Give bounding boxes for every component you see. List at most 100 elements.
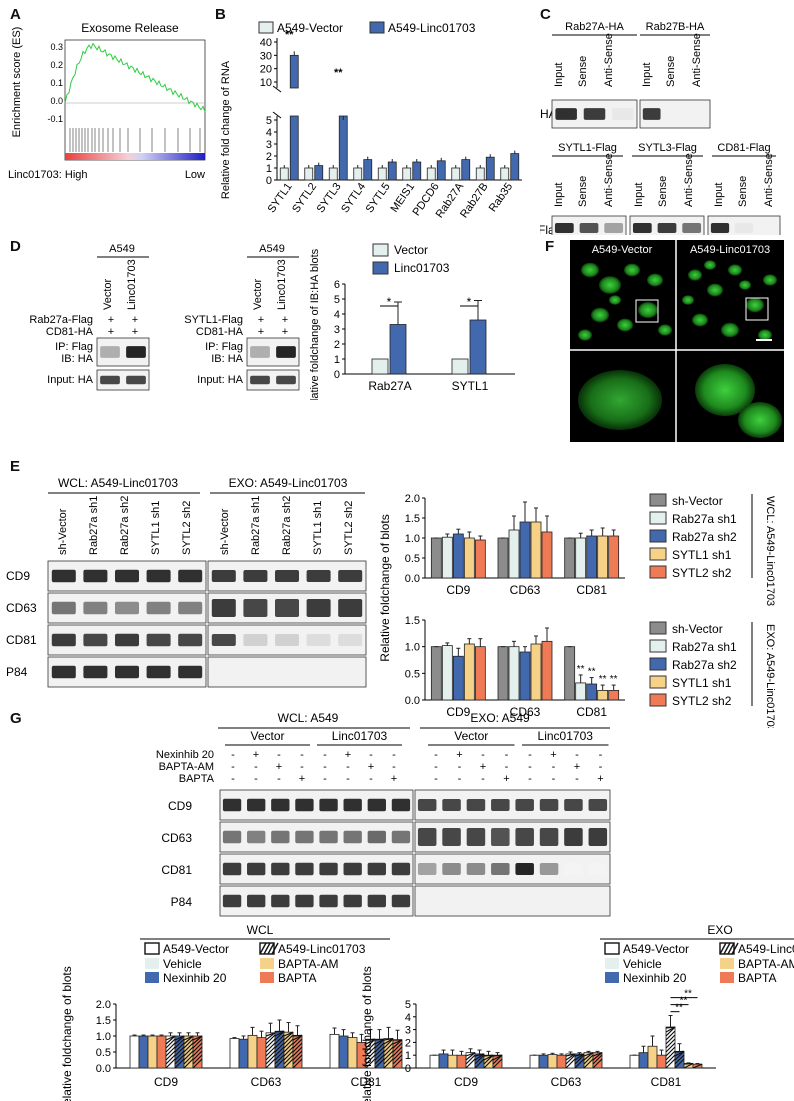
g-sign: - (528, 773, 532, 785)
g-bar (129, 1035, 140, 1069)
blot-band (642, 108, 661, 120)
e-legend-label: Rab27a sh1 (672, 512, 737, 526)
b-ytick: 1 (266, 163, 272, 175)
g-sign: - (369, 773, 373, 785)
g-sign: - (505, 761, 509, 773)
g-row-label: CD9 (168, 799, 192, 813)
g-legend-label: BAPTA (738, 971, 776, 985)
blot-band (682, 222, 702, 234)
blot-band (539, 799, 559, 811)
g-sign: + (456, 749, 462, 761)
g-bar (447, 1054, 458, 1069)
e-legend-swatch (649, 621, 667, 635)
blot-band (250, 375, 270, 385)
chart-bar (530, 521, 542, 579)
e-side-label: WCL: A549-Linc01703 (764, 496, 776, 606)
blot-band (178, 633, 203, 647)
e-legend-swatch (649, 639, 667, 653)
b-ytick: 5 (266, 115, 272, 127)
blot-band (539, 863, 559, 875)
blot-band (367, 862, 386, 876)
chart-bar (474, 539, 486, 579)
chart-bar (608, 535, 620, 579)
blot-band (211, 634, 236, 646)
e-row-label: P84 (6, 665, 28, 679)
g-bar (238, 1038, 249, 1069)
chart-bar (463, 537, 475, 579)
g-bar (556, 1054, 567, 1069)
panel-g-blots: WCL: A549 EXO: A549 Vector Linc01703 Vector L… (156, 711, 611, 917)
b-xtick: SYTL2 (290, 181, 319, 215)
g-row-label: P84 (171, 895, 193, 909)
panel-label-c: C (540, 6, 551, 23)
d-legend-swatch (372, 243, 389, 257)
c-lane-label: Sense (657, 176, 669, 207)
g-sign: - (458, 773, 462, 785)
chart-bar (564, 646, 576, 701)
panel-g-charts: WCL A549-Vector A549-Linc01703 Vehicle BAPTA… (60, 923, 794, 1101)
blot-band (338, 599, 363, 617)
blot-band (306, 570, 331, 582)
blot-band (274, 599, 300, 617)
gsea-title: Exosome Release (81, 21, 179, 35)
gsea-ytick: 0.2 (50, 60, 63, 70)
b-bar (377, 167, 387, 181)
blot-band (579, 222, 599, 234)
d-plus: + (282, 326, 288, 338)
e-legend-label: sh-Vector (672, 622, 723, 636)
blot-band (126, 346, 146, 358)
g-sign: + (503, 773, 509, 785)
blot-band (114, 569, 140, 583)
panel-label-b: B (215, 6, 226, 23)
e-lane-label: Rab27a sh2 (119, 496, 131, 555)
d-plus: + (108, 326, 114, 338)
panel-d-chart: Vector Linc01703 Relative foldchange of IB… (309, 243, 515, 400)
e-lane-label: sh-Vector (219, 508, 231, 555)
b-ytick: 3 (266, 139, 272, 151)
e-legend-swatch (649, 565, 667, 579)
e-legend-swatch (649, 529, 667, 543)
e-annotation: ** (588, 667, 596, 678)
e-row-label: CD9 (6, 569, 30, 583)
b-bar (338, 115, 348, 181)
g-ytick: 1.0 (96, 1031, 111, 1043)
d-plus: + (258, 326, 264, 338)
g-legend-label: Nexinhib 20 (163, 971, 227, 985)
c-lane-label: Anti-Sense (763, 153, 775, 207)
blot-band (306, 599, 331, 617)
g-sign: + (368, 761, 374, 773)
b-bar (451, 167, 461, 181)
g-ytick: 0 (405, 1063, 411, 1075)
e-legend-swatch (649, 547, 667, 561)
blot-band (343, 798, 362, 812)
blot-band (100, 346, 120, 358)
g-chart-title: EXO (707, 923, 732, 937)
blot-strip (414, 885, 611, 917)
g-sign: - (231, 773, 235, 785)
cell (704, 260, 716, 270)
cell-zoom (695, 364, 755, 416)
blot-band (367, 894, 386, 908)
blot-band (126, 375, 146, 385)
blot-band (391, 862, 411, 876)
blot-band (564, 799, 583, 811)
g-legend-swatch (260, 958, 274, 969)
g-row-label: CD63 (161, 831, 192, 845)
blot-band (51, 569, 76, 583)
blot-band (657, 222, 677, 234)
blot-strip (246, 369, 300, 391)
g-wcl-label: WCL: A549 (278, 711, 339, 725)
gsea-low-label: Low (185, 169, 205, 181)
e-row-label: CD81 (6, 633, 37, 647)
panel-b-chart: Relative fold change of RNA A549-Vector A5… (220, 21, 522, 220)
blot-band (466, 863, 486, 875)
blot-band (491, 863, 510, 875)
g-xtick: CD63 (551, 1075, 582, 1089)
g-sign: + (480, 761, 486, 773)
cell (746, 297, 764, 313)
g-ytick: 1 (405, 1050, 411, 1062)
g-bar (529, 1054, 540, 1069)
panel-c-blots: Rab27A-HA Rab27B-HA Input Sense Anti-Sense In… (540, 21, 781, 235)
blot-band (222, 798, 242, 812)
